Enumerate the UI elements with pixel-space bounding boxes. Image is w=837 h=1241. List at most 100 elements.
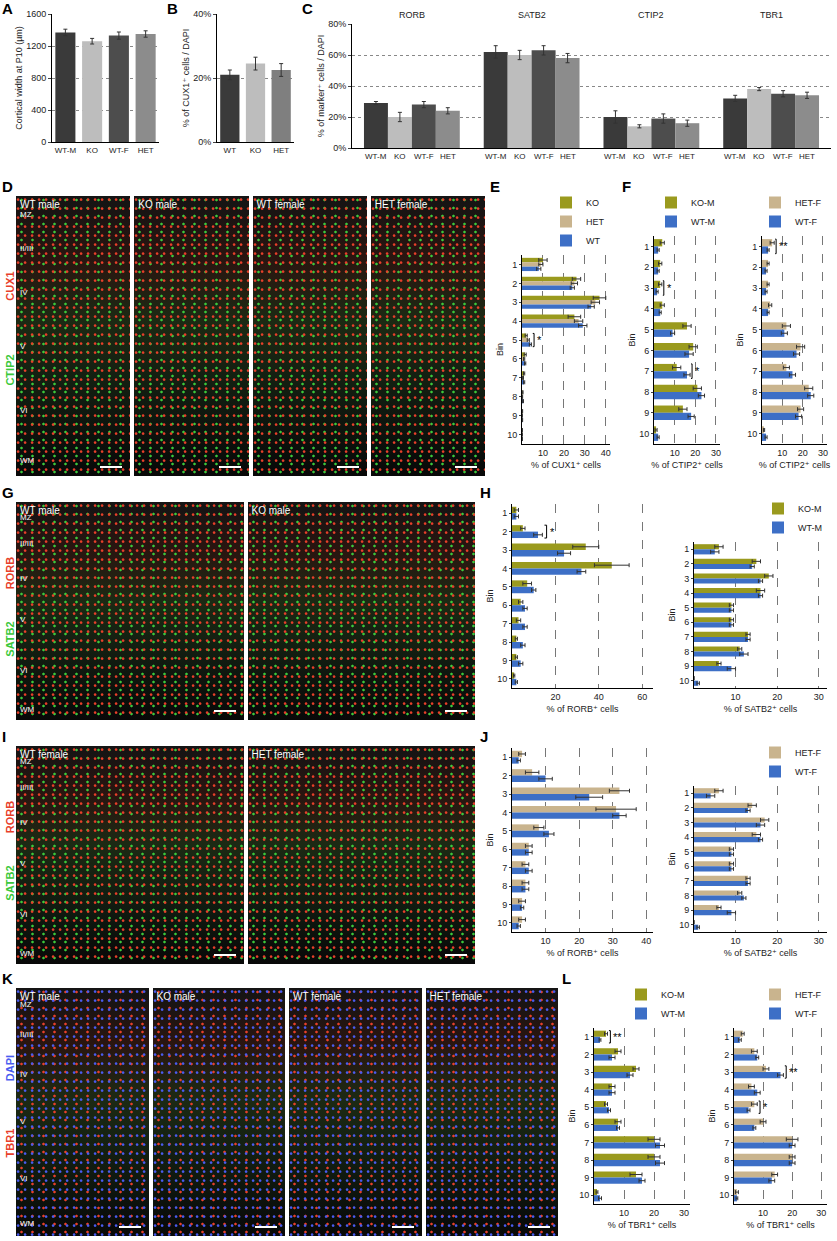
- svg-text:KO: KO: [514, 152, 526, 161]
- svg-text:1200: 1200: [26, 41, 46, 51]
- svg-text:30: 30: [711, 448, 721, 458]
- svg-text:% of CUX1⁺ cells / DAPI: % of CUX1⁺ cells / DAPI: [181, 29, 191, 127]
- svg-text:Bin: Bin: [567, 1109, 577, 1122]
- svg-text:8: 8: [644, 387, 649, 397]
- svg-text:KO: KO: [86, 146, 98, 155]
- svg-text:8: 8: [502, 881, 507, 891]
- svg-text:7: 7: [502, 619, 507, 629]
- svg-text:5: 5: [684, 847, 689, 857]
- svg-text:9: 9: [512, 411, 517, 421]
- svg-text:2: 2: [684, 559, 689, 569]
- svg-text:5: 5: [724, 1102, 729, 1112]
- svg-text:*: *: [550, 526, 555, 538]
- svg-text:% of SATB2⁺ cells: % of SATB2⁺ cells: [724, 948, 798, 958]
- svg-text:10: 10: [747, 429, 757, 439]
- svg-text:30: 30: [679, 1208, 689, 1218]
- svg-text:6: 6: [684, 617, 689, 627]
- svg-text:40%: 40%: [328, 81, 346, 91]
- svg-text:3: 3: [684, 574, 689, 584]
- svg-text:4: 4: [684, 588, 689, 598]
- svg-text:40%: 40%: [193, 9, 211, 19]
- svg-text:Bin: Bin: [485, 589, 495, 602]
- svg-text:1: 1: [512, 260, 517, 270]
- svg-text:2: 2: [752, 262, 757, 272]
- svg-text:5: 5: [512, 335, 517, 345]
- svg-text:2: 2: [724, 1050, 729, 1060]
- svg-text:WT-F: WT-F: [795, 217, 817, 227]
- svg-text:TBR1: TBR1: [760, 10, 783, 20]
- svg-text:8: 8: [502, 637, 507, 647]
- svg-text:9: 9: [684, 661, 689, 671]
- svg-text:6: 6: [684, 861, 689, 871]
- svg-text:9: 9: [502, 656, 507, 666]
- svg-text:4: 4: [502, 808, 507, 818]
- svg-text:Bin: Bin: [495, 343, 505, 356]
- svg-text:7: 7: [584, 1138, 589, 1148]
- svg-text:Bin: Bin: [667, 852, 677, 865]
- svg-text:30: 30: [814, 692, 824, 702]
- svg-text:Bin: Bin: [485, 833, 495, 846]
- svg-text:*: *: [667, 282, 672, 294]
- svg-text:6: 6: [752, 346, 757, 356]
- svg-text:9: 9: [724, 1173, 729, 1183]
- svg-text:20: 20: [772, 692, 782, 702]
- svg-text:9: 9: [502, 900, 507, 910]
- svg-text:7: 7: [752, 366, 757, 376]
- svg-text:6: 6: [724, 1120, 729, 1130]
- svg-text:WT-M: WT-M: [55, 146, 77, 155]
- svg-text:% of TBR1⁺ cells: % of TBR1⁺ cells: [746, 1220, 815, 1230]
- svg-text:% of marker⁺ cells / DAPI: % of marker⁺ cells / DAPI: [316, 35, 326, 137]
- svg-text:3: 3: [724, 1067, 729, 1077]
- svg-text:HET: HET: [560, 152, 576, 161]
- svg-text:10: 10: [619, 1208, 629, 1218]
- svg-text:1: 1: [584, 1032, 589, 1042]
- svg-text:10: 10: [538, 448, 548, 458]
- svg-text:8: 8: [752, 387, 757, 397]
- svg-text:WT-M: WT-M: [485, 152, 507, 161]
- svg-text:5: 5: [644, 325, 649, 335]
- svg-text:2: 2: [684, 803, 689, 813]
- svg-text:20: 20: [649, 1208, 659, 1218]
- svg-text:*: *: [695, 365, 700, 377]
- svg-text:0%: 0%: [198, 137, 211, 147]
- svg-text:80%: 80%: [328, 19, 346, 29]
- svg-text:30: 30: [816, 1208, 826, 1218]
- svg-text:6: 6: [644, 346, 649, 356]
- svg-text:20: 20: [559, 448, 569, 458]
- svg-text:10: 10: [719, 1190, 729, 1200]
- svg-text:WT-F: WT-F: [534, 152, 554, 161]
- svg-text:4: 4: [752, 304, 757, 314]
- svg-text:2: 2: [644, 262, 649, 272]
- svg-text:9: 9: [752, 408, 757, 418]
- svg-text:HET-F: HET-F: [795, 990, 822, 1000]
- svg-text:Bin: Bin: [667, 608, 677, 621]
- svg-text:KO: KO: [250, 146, 262, 155]
- svg-text:KO: KO: [586, 198, 599, 208]
- svg-text:10: 10: [497, 918, 507, 928]
- svg-text:60: 60: [637, 692, 647, 702]
- svg-text:1: 1: [502, 752, 507, 762]
- svg-text:10: 10: [777, 448, 787, 458]
- svg-text:5: 5: [502, 582, 507, 592]
- svg-text:WT-F: WT-F: [795, 767, 817, 777]
- svg-text:4: 4: [584, 1085, 589, 1095]
- svg-text:8: 8: [584, 1155, 589, 1165]
- svg-text:8: 8: [684, 647, 689, 657]
- svg-text:*: *: [763, 1101, 768, 1113]
- svg-text:60%: 60%: [328, 50, 346, 60]
- svg-text:20: 20: [798, 448, 808, 458]
- svg-text:10: 10: [731, 936, 741, 946]
- svg-text:WT-M: WT-M: [604, 152, 626, 161]
- svg-text:1: 1: [724, 1032, 729, 1042]
- svg-text:800: 800: [31, 73, 46, 83]
- svg-text:HET: HET: [440, 152, 456, 161]
- svg-text:9: 9: [644, 408, 649, 418]
- svg-text:**: **: [613, 1031, 622, 1043]
- svg-text:1: 1: [752, 242, 757, 252]
- svg-text:3: 3: [584, 1067, 589, 1077]
- svg-text:5: 5: [752, 325, 757, 335]
- svg-text:30: 30: [818, 448, 828, 458]
- svg-text:% of RORB⁺ cells: % of RORB⁺ cells: [547, 948, 619, 958]
- svg-text:Bin: Bin: [735, 333, 745, 346]
- svg-text:20: 20: [690, 448, 700, 458]
